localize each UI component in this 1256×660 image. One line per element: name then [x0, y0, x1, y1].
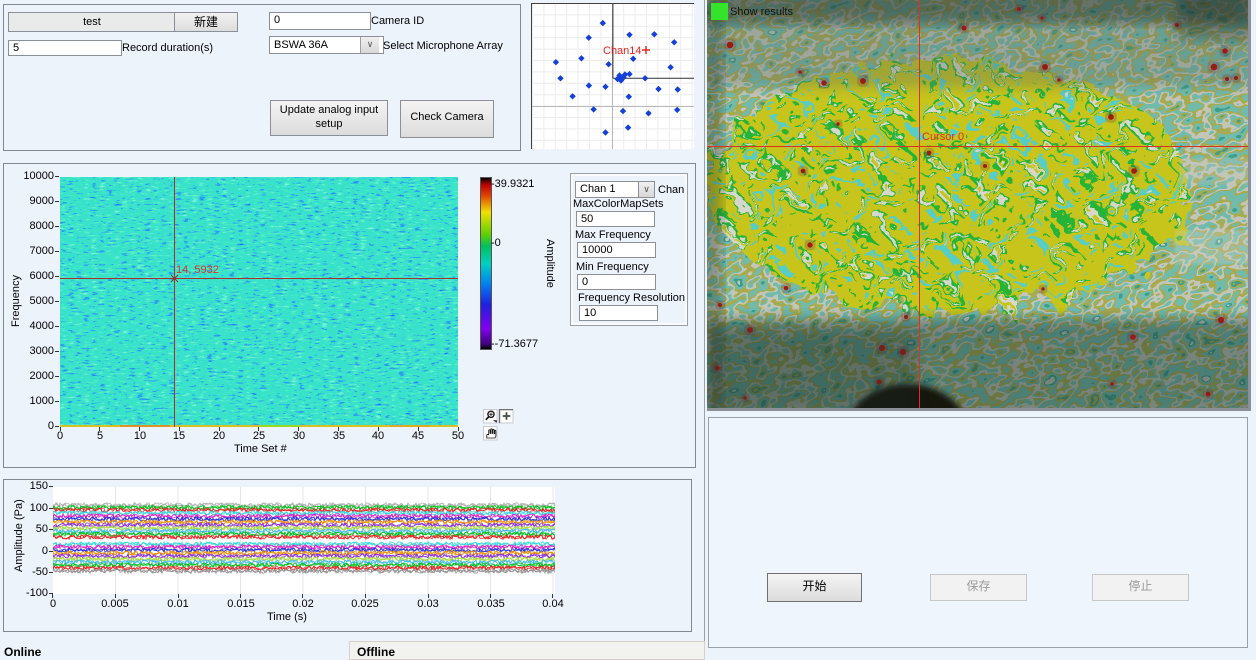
svg-text:14, 5932: 14, 5932	[176, 264, 219, 276]
svg-text:Show results: Show results	[730, 6, 793, 18]
svg-text:Chan14: Chan14	[603, 45, 642, 57]
svg-text:Cursor 0: Cursor 0	[922, 131, 964, 143]
